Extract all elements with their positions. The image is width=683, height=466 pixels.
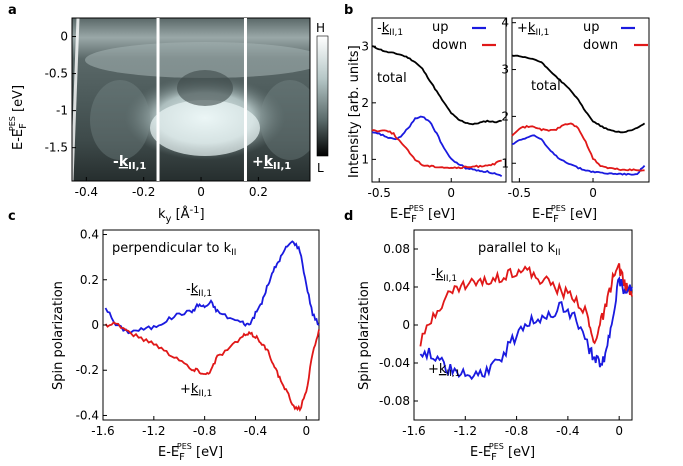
panel-c-xtick-label: -1.2 [142,424,165,438]
colorbar [316,35,329,157]
heatmap [72,18,310,181]
panel-d-plus-label: +kII,1 [428,362,460,379]
panel-d-curves [419,263,633,381]
b-left-ytick-label: 2 [361,96,369,110]
panel-c-xtick-label: -0.8 [193,424,216,438]
panel-a-xtick-label: 0.2 [249,185,268,199]
panel-b-right-total-label: total [531,79,561,94]
b-right-ytick-label: 1 [501,156,509,170]
b-left-ytick-label: 3 [361,39,369,53]
panel-b-left-ticks: -0.5 0 1 2 3 [361,39,455,200]
panel-b-left-frame [371,17,507,183]
b-right-series-down [511,122,645,172]
panel-b-left-header: -kII,1 [377,21,403,38]
panel-a-xticks: -0.4 -0.2 0 0.2 [75,177,268,199]
panel-b-left-total-label: total [377,71,407,86]
panel-d-xtick-label: 0 [615,424,623,438]
panel-c-letter: c [8,209,16,224]
b-left-series-down [371,129,502,170]
panel-c-xtick-label: -1.6 [91,424,114,438]
panel-c-ylabel: Spin polarization [51,281,66,390]
panel-b-left-curves [371,45,503,178]
panel-d-minus-label: -kII,1 [431,267,457,284]
panel-b-left-xlabel: E-EFPES [eV] [390,204,455,225]
b-right-ytick-label: 3 [501,63,509,77]
panel-c-plus-label: +kII,1 [180,382,212,399]
panel-d-ytick-label: -0.08 [379,394,410,408]
panel-a-xlabel: ky [Å-1] [158,205,205,225]
panel-a-ytick-label: -1.5 [45,141,68,155]
panel-b-right-frame [511,17,650,183]
panel-d-ticks: -1.6 -1.2 -0.8 -0.4 0 0.08 0.04 0 -0.04 -0.08 [379,242,623,438]
panel-c-series-plus [104,321,320,413]
b-right-ytick-label: 4 [501,16,509,30]
panel-c-minus-label: -kII,1 [186,282,212,299]
b-right-series-total [511,54,646,134]
b-right-xtick-label: -0.5 [508,186,531,200]
b-right-ytick-label: 2 [501,109,509,123]
panel-c-title: perpendicular to kII [112,241,236,258]
panel-a-xtick-label: 0 [197,185,205,199]
panel-a-ytick-label: -0.5 [45,67,68,81]
b-left-series-up [371,115,503,178]
panel-d-title: parallel to kII [478,241,561,258]
panel-d-series-minus [419,263,633,347]
panel-c-ticks: -1.6 -1.2 -0.8 -0.4 0 0.4 0.2 0 -0.2 -0.4 [76,228,311,438]
marker-minus-label: -kII,1 [113,154,146,172]
panel-b-right-header: +kII,1 [517,21,549,38]
b-right-xtick-label: 0 [589,186,597,200]
panel-d-ytick-label: 0.08 [383,242,410,256]
panel-c-ytick-label: -0.4 [76,408,99,422]
panel-d-ytick-label: -0.04 [379,356,410,370]
panel-b-left-legend-down: down [432,38,467,53]
b-left-series-total [371,45,502,126]
panel-d-letter: d [344,209,353,224]
panel-a-ytick-label: -1 [56,104,68,118]
panel-b-right-legend-up: up [583,20,600,35]
panel-a-xtick-label: -0.2 [132,185,155,199]
panel-d-ytick-label: 0 [402,318,410,332]
panel-d-xtick-label: -1.6 [402,424,425,438]
panel-d-series-plus [419,275,633,381]
panel-d-xtick-label: -0.4 [556,424,579,438]
panel-d-ylabel: Spin polarization [357,281,372,390]
panel-c-ytick-label: 0.2 [80,273,99,287]
panel-d-ytick-label: 0.04 [383,280,410,294]
panel-c-ytick-label: 0.4 [80,228,99,242]
colorbar-high: H [316,21,325,35]
panel-b-right-xlabel: E-EFPES [eV] [532,204,597,225]
panel-c-xtick-label: 0 [302,424,310,438]
panel-b-right-legend-down: down [583,38,618,53]
b-left-xtick-label: 0 [447,186,455,200]
panel-a-ylabel: E-EFPES [eV] [8,85,29,150]
panel-c-curves [104,240,320,413]
panel-a-frame [71,17,311,182]
b-left-xtick-label: -0.5 [367,186,390,200]
colorbar-low: L [317,161,324,175]
panel-c-xtick-label: -0.4 [244,424,267,438]
panel-d-xlabel: E-EFPES [eV] [470,442,535,463]
panel-c-series-minus [104,240,320,335]
panel-a-ytick-label: 0 [60,30,68,44]
panel-b-right-curves [511,54,646,176]
panel-b-letter: b [344,3,353,18]
panel-a-yticks: 0 -0.5 -1 -1.5 [45,30,76,155]
panel-c-ytick-label: -0.2 [76,363,99,377]
panel-a-letter: a [8,3,17,18]
panel-b-right-ticks: -0.5 0 1 2 3 4 [501,16,596,200]
panel-b-left-legend-up: up [432,20,449,35]
panel-c-ytick-label: 0 [91,318,99,332]
marker-plus-label: +kII,1 [252,154,291,172]
panel-d-xtick-label: -0.8 [505,424,528,438]
panel-a-xtick-label: -0.4 [75,185,98,199]
panel-b-ylabel: Intensity [arb. units] [347,45,362,178]
panel-c-xlabel: E-EFPES [eV] [158,442,223,463]
panel-d-xtick-label: -1.2 [454,424,477,438]
b-right-series-up [511,134,646,176]
b-left-ytick-label: 1 [361,152,369,166]
